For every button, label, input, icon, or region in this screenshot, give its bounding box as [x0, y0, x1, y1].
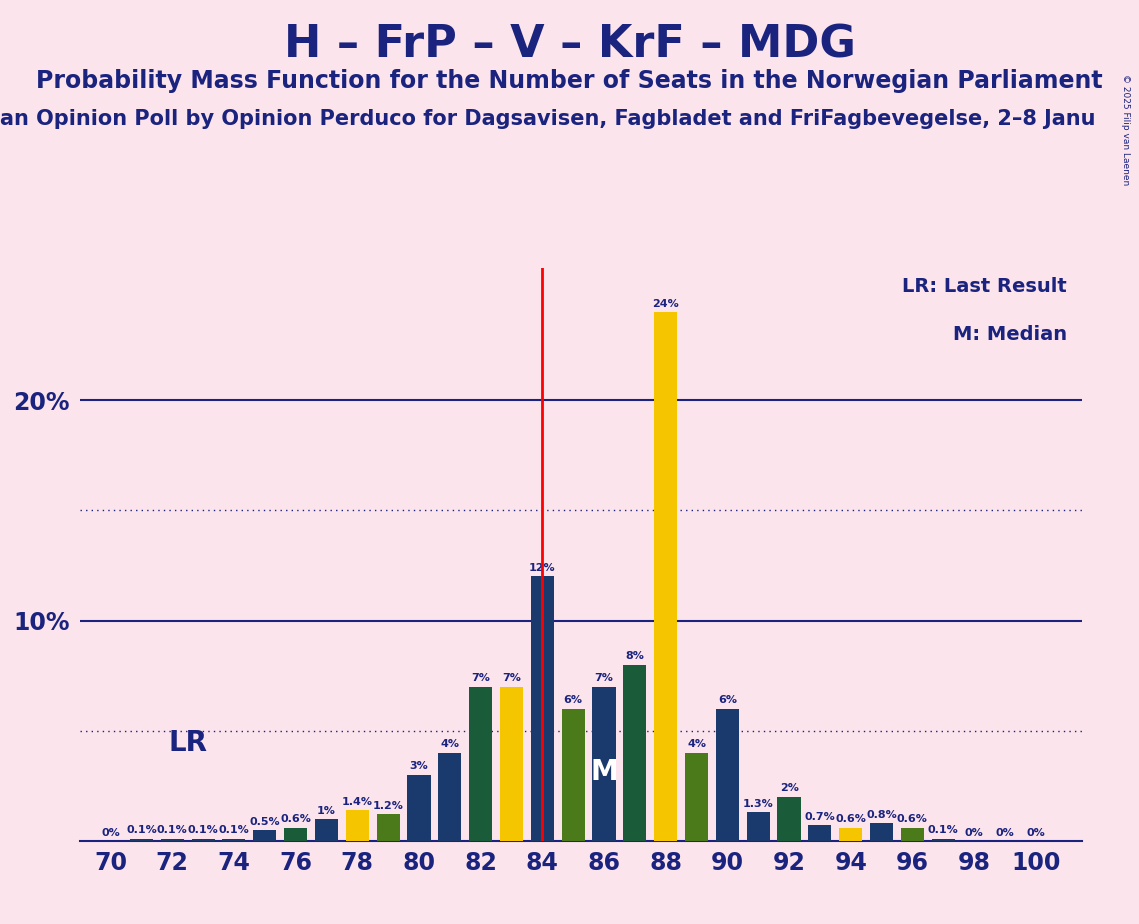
Text: 1.2%: 1.2% [372, 801, 403, 811]
Text: 0%: 0% [101, 828, 120, 837]
Text: 12%: 12% [528, 563, 556, 573]
Bar [839, 828, 862, 841]
Bar [377, 814, 400, 841]
Bar [932, 839, 954, 841]
Bar [346, 810, 369, 841]
Text: 0.1%: 0.1% [126, 825, 157, 835]
Text: an Opinion Poll by Opinion Perduco for Dagsavisen, Fagbladet and FriFagbevegelse: an Opinion Poll by Opinion Perduco for D… [0, 109, 1096, 129]
Bar [408, 774, 431, 841]
Bar [623, 664, 647, 841]
Text: 4%: 4% [441, 739, 459, 749]
Text: 0.8%: 0.8% [867, 810, 896, 820]
Bar [715, 709, 739, 841]
Bar [314, 819, 338, 841]
Bar [901, 828, 924, 841]
Bar [870, 823, 893, 841]
Bar [253, 830, 277, 841]
Text: 4%: 4% [687, 739, 706, 749]
Bar [469, 687, 492, 841]
Bar [284, 828, 308, 841]
Bar [809, 825, 831, 841]
Bar [439, 753, 461, 841]
Text: Probability Mass Function for the Number of Seats in the Norwegian Parliament: Probability Mass Function for the Number… [36, 69, 1103, 93]
Bar [685, 753, 708, 841]
Text: 0%: 0% [1026, 828, 1046, 837]
Text: LR: LR [169, 729, 207, 757]
Bar [562, 709, 584, 841]
Text: 0%: 0% [995, 828, 1015, 837]
Text: 0.1%: 0.1% [928, 825, 959, 835]
Text: 0.7%: 0.7% [804, 812, 835, 822]
Text: 6%: 6% [718, 696, 737, 705]
Bar [531, 577, 554, 841]
Text: H – FrP – V – KrF – MDG: H – FrP – V – KrF – MDG [284, 23, 855, 67]
Bar [654, 312, 678, 841]
Bar [161, 839, 183, 841]
Text: 1%: 1% [317, 806, 336, 816]
Text: 0.1%: 0.1% [188, 825, 219, 835]
Text: 3%: 3% [410, 761, 428, 772]
Bar [191, 839, 214, 841]
Text: 7%: 7% [595, 674, 614, 684]
Text: 1.3%: 1.3% [743, 799, 773, 808]
Text: LR: Last Result: LR: Last Result [902, 276, 1067, 296]
Text: 0.5%: 0.5% [249, 817, 280, 826]
Text: 0%: 0% [965, 828, 983, 837]
Text: 7%: 7% [472, 674, 490, 684]
Text: 6%: 6% [564, 696, 583, 705]
Bar [222, 839, 246, 841]
Bar [592, 687, 615, 841]
Text: 1.4%: 1.4% [342, 796, 372, 807]
Text: 7%: 7% [502, 674, 521, 684]
Text: M: Median: M: Median [953, 325, 1067, 345]
Text: 2%: 2% [779, 784, 798, 794]
Text: 24%: 24% [653, 298, 679, 309]
Text: 0.6%: 0.6% [898, 814, 928, 824]
Bar [778, 796, 801, 841]
Text: 0.6%: 0.6% [280, 814, 311, 824]
Text: 0.6%: 0.6% [835, 814, 866, 824]
Text: 8%: 8% [625, 651, 645, 662]
Bar [500, 687, 523, 841]
Bar [130, 839, 153, 841]
Text: M: M [590, 758, 617, 785]
Text: 0.1%: 0.1% [157, 825, 188, 835]
Text: © 2025 Filip van Laenen: © 2025 Filip van Laenen [1121, 74, 1130, 185]
Bar [747, 812, 770, 841]
Text: 0.1%: 0.1% [219, 825, 249, 835]
